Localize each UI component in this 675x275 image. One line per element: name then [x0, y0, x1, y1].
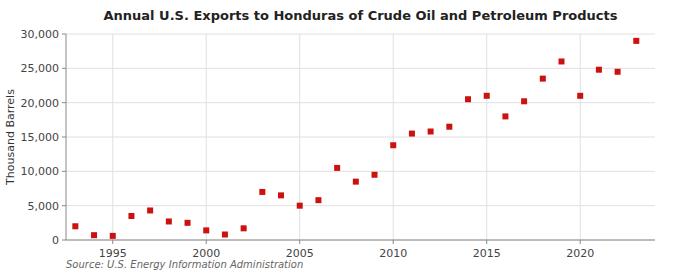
point — [465, 96, 471, 102]
tick-label: 20,000 — [21, 97, 60, 110]
y-axis-label: Thousand Barrels — [4, 89, 17, 186]
tick — [299, 240, 300, 244]
tick-label: 2020 — [566, 247, 594, 260]
annotation: Source: U.S. Energy Information Administ… — [66, 259, 303, 270]
point — [334, 165, 340, 171]
tick — [112, 240, 113, 244]
grid-line — [66, 34, 655, 35]
point — [521, 98, 527, 104]
point — [559, 58, 565, 64]
point — [577, 93, 583, 99]
point — [446, 124, 452, 130]
point — [241, 225, 247, 231]
tick — [206, 240, 207, 244]
tick — [62, 137, 66, 138]
tick-label: 15,000 — [21, 131, 60, 144]
chart: Annual U.S. Exports to Honduras of Crude… — [0, 0, 675, 275]
tick — [393, 240, 394, 244]
tick — [486, 240, 487, 244]
point — [259, 189, 265, 195]
grid-line — [66, 171, 655, 172]
point — [147, 207, 153, 213]
point — [110, 233, 116, 239]
tick — [62, 68, 66, 69]
grid-line — [66, 68, 655, 69]
tick-label: 2015 — [473, 247, 501, 260]
point — [390, 142, 396, 148]
point — [428, 129, 434, 135]
grid-line — [486, 34, 487, 240]
grid-line — [299, 34, 300, 240]
grid-line — [66, 137, 655, 138]
point — [615, 69, 621, 75]
tick-label: 10,000 — [21, 165, 60, 178]
tick — [62, 171, 66, 172]
point — [353, 179, 359, 185]
tick-label: 0 — [52, 234, 59, 247]
x-axis — [66, 240, 655, 241]
tick — [580, 240, 581, 244]
point — [315, 197, 321, 203]
tick-label: 30,000 — [21, 28, 60, 41]
point — [185, 220, 191, 226]
grid-line — [112, 34, 113, 240]
point — [409, 131, 415, 137]
tick — [62, 240, 66, 241]
point — [203, 227, 209, 233]
point — [72, 223, 78, 229]
point — [633, 38, 639, 44]
point — [278, 192, 284, 198]
axes: 05,00010,00015,00020,00025,00030,0001995… — [21, 28, 656, 260]
point — [596, 67, 602, 73]
tick-label: 5,000 — [28, 200, 60, 213]
tick — [62, 102, 66, 103]
tick — [62, 34, 66, 35]
points — [72, 38, 639, 239]
grid — [66, 34, 655, 240]
point — [484, 93, 490, 99]
tick-label: 25,000 — [21, 62, 60, 75]
title: Annual U.S. Exports to Honduras of Crude… — [104, 8, 618, 23]
point — [222, 232, 228, 238]
point — [297, 203, 303, 209]
point — [372, 172, 378, 178]
point — [502, 113, 508, 119]
grid-line — [66, 205, 655, 206]
point — [91, 232, 97, 238]
grid-line — [206, 34, 207, 240]
tick — [62, 205, 66, 206]
grid-line — [66, 240, 655, 241]
grid-line — [66, 102, 655, 103]
tick-label: 2010 — [379, 247, 407, 260]
point — [128, 213, 134, 219]
grid-line — [393, 34, 394, 240]
point — [540, 76, 546, 82]
grid-line — [580, 34, 581, 240]
point — [166, 218, 172, 224]
y-axis — [66, 34, 67, 240]
